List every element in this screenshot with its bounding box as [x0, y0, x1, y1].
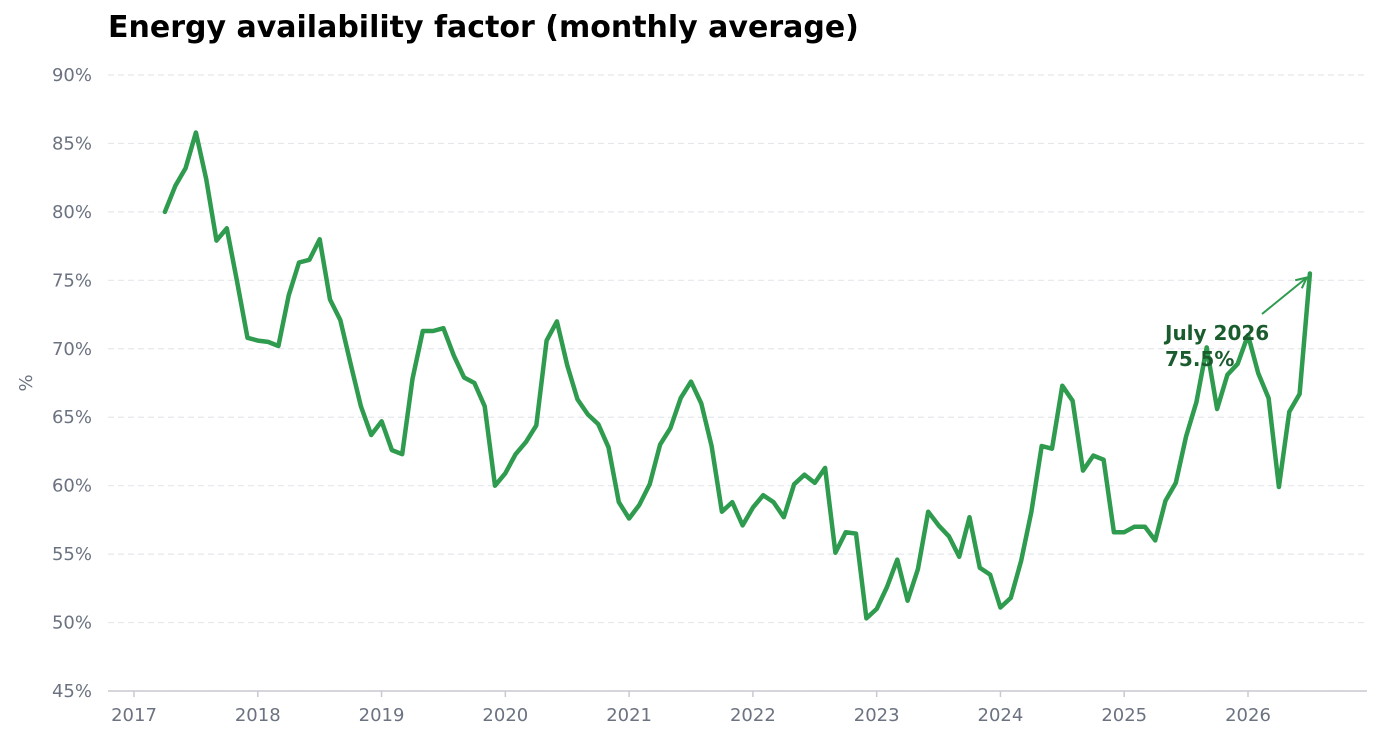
y-axis-title: %: [16, 374, 37, 391]
y-tick-label: 75%: [52, 270, 92, 291]
y-tick-label: 45%: [52, 681, 92, 702]
y-tick-label: 70%: [52, 339, 92, 360]
x-tick-label: 2021: [606, 705, 652, 726]
y-tick-label: 55%: [52, 544, 92, 565]
y-tick-label: 50%: [52, 613, 92, 634]
y-axis: 45% 50% 55% 60% 65% 70% 75% 80% 85% 90%: [52, 65, 92, 702]
grid-lines: [108, 74, 1367, 692]
x-axis: 2017 2018 2019 2020 2021 2022 2023 2024 2025 2026: [108, 690, 1367, 726]
y-tick-label: 80%: [52, 202, 92, 223]
y-tick-label: 60%: [52, 476, 92, 497]
y-tick-label: 85%: [52, 133, 92, 154]
annotation-label-date: July 2026: [1163, 321, 1269, 345]
x-tick-label: 2018: [235, 705, 281, 726]
annotation-arrow: [1261, 276, 1308, 315]
chart-title: Energy availability factor (monthly aver…: [108, 10, 859, 45]
x-tick-label: 2026: [1225, 705, 1271, 726]
x-tick-label: 2019: [359, 705, 405, 726]
x-tick-label: 2022: [730, 705, 776, 726]
x-tick-label: 2017: [111, 705, 157, 726]
x-tick-label: 2023: [854, 705, 900, 726]
annotation-arrowhead: [1294, 276, 1309, 289]
series-line: [162, 130, 1313, 621]
x-tick-label: 2025: [1101, 705, 1147, 726]
y-tick-label: 65%: [52, 407, 92, 428]
x-tick-label: 2020: [482, 705, 528, 726]
series-group: [162, 130, 1313, 621]
x-tick-label: 2024: [978, 705, 1024, 726]
annotation-label-value: 75.5%: [1165, 347, 1234, 371]
y-tick-label: 90%: [52, 65, 92, 86]
